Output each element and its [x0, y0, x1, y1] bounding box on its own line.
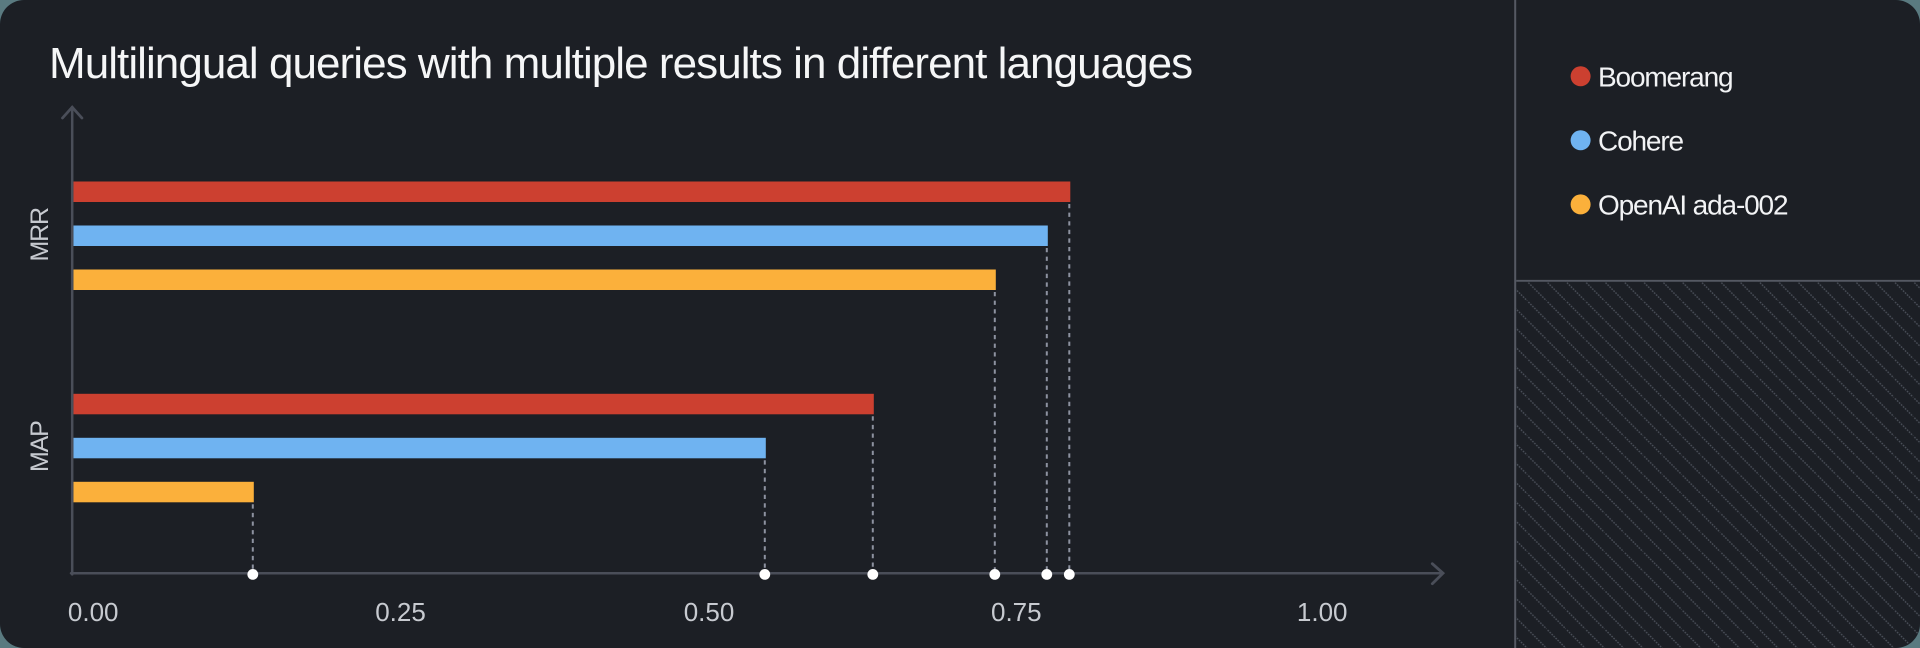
svg-text:OpenAI ada-002: OpenAI ada-002: [1598, 189, 1788, 220]
svg-text:0.50: 0.50: [684, 597, 735, 627]
svg-text:0.25: 0.25: [375, 597, 426, 627]
svg-text:Multilingual queries with mult: Multilingual queries with multiple resul…: [49, 39, 1192, 88]
svg-text:0.75: 0.75: [991, 597, 1042, 627]
svg-text:Boomerang: Boomerang: [1598, 61, 1732, 92]
svg-text:0.00: 0.00: [68, 597, 119, 627]
svg-text:MRR: MRR: [26, 208, 54, 261]
svg-text:1.00: 1.00: [1297, 597, 1348, 627]
svg-text:Cohere: Cohere: [1598, 125, 1684, 156]
svg-text:MAP: MAP: [26, 421, 54, 472]
